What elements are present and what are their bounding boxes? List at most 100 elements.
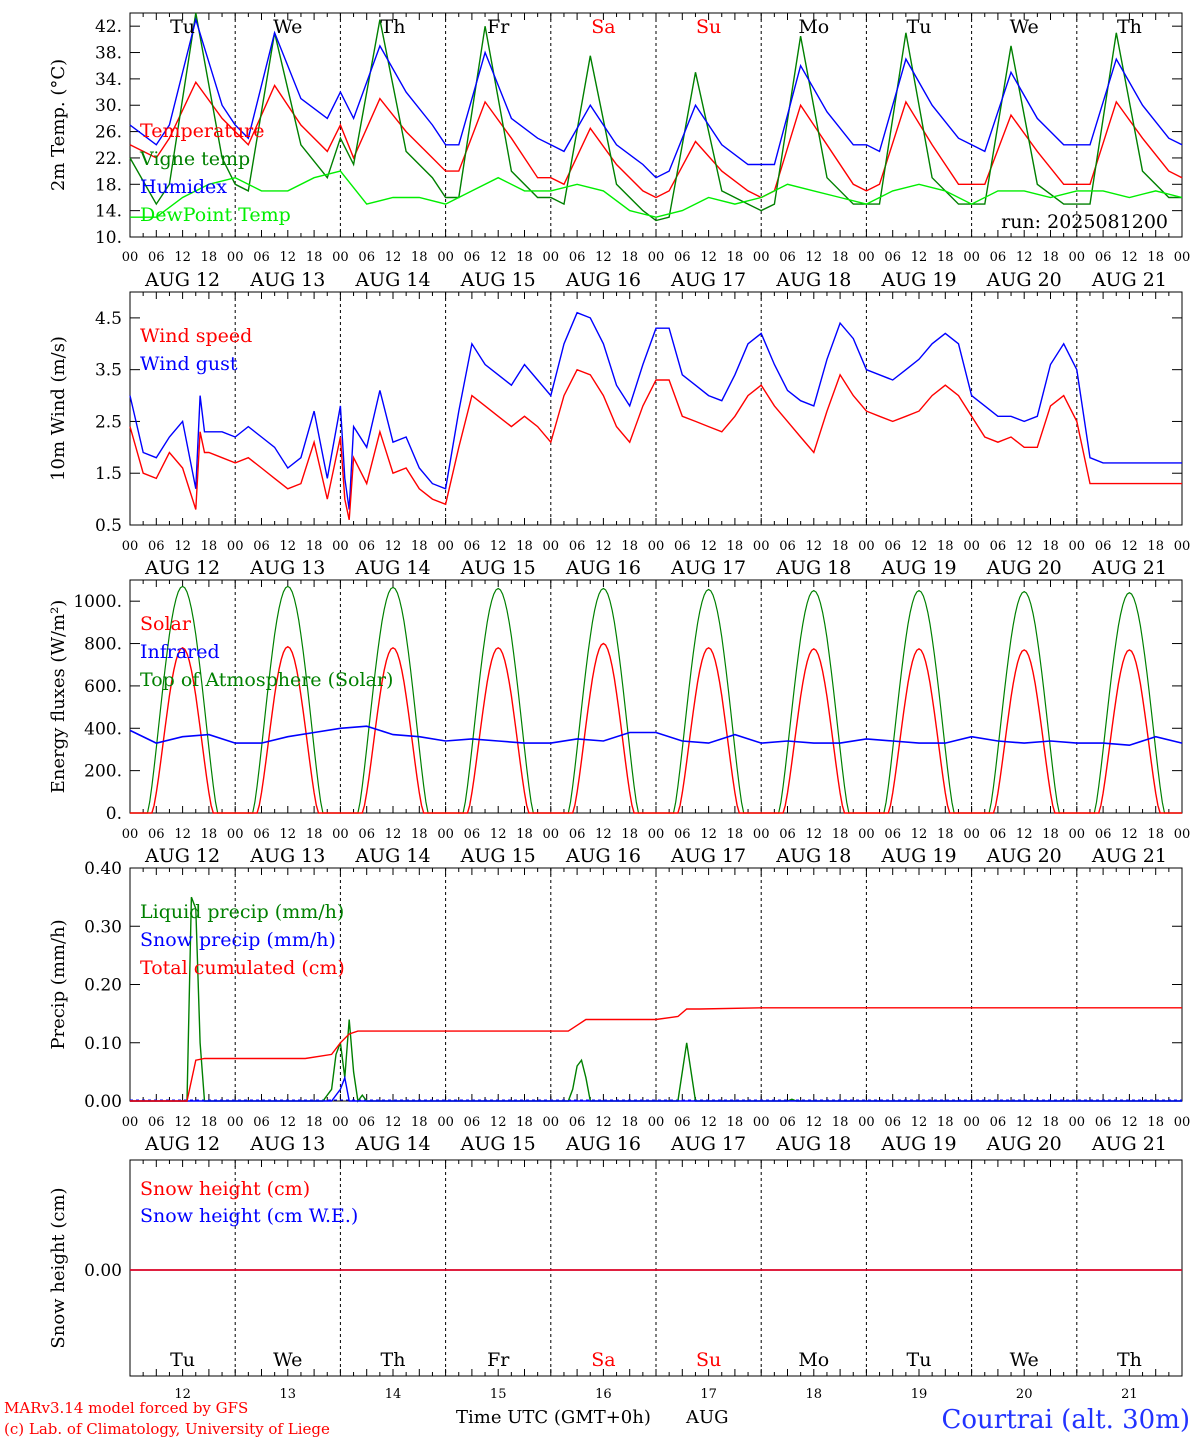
hour-tick-label: 18 (937, 827, 954, 842)
date-number-label: 17 (700, 1387, 717, 1402)
hour-tick-label: 00 (648, 539, 665, 554)
hour-tick-label: 12 (490, 827, 507, 842)
hour-tick-label: 06 (1095, 250, 1112, 265)
hour-tick-label: 06 (148, 1115, 165, 1130)
hour-tick-label: 12 (1016, 539, 1033, 554)
hour-tick-label: 12 (806, 827, 823, 842)
hour-tick-label: 06 (569, 827, 586, 842)
hour-tick-label: 00 (648, 827, 665, 842)
hour-tick-label: 12 (911, 827, 928, 842)
hour-tick-label: 18 (937, 250, 954, 265)
hour-tick-label: 06 (1095, 539, 1112, 554)
hour-tick-label: 06 (464, 1115, 481, 1130)
legend-entry: Total cumulated (cm) (140, 957, 345, 979)
hour-tick-label: 18 (1147, 1115, 1164, 1130)
date-label: AUG 16 (565, 1133, 641, 1155)
day-name-label: Su (696, 1349, 721, 1371)
y-tick-label: 1000. (73, 592, 122, 612)
y-axis-label: Precip (mm/h) (48, 919, 69, 1049)
hour-tick-label: 00 (858, 1115, 875, 1130)
hour-tick-label: 00 (1174, 539, 1191, 554)
hour-tick-label: 06 (358, 539, 375, 554)
hour-tick-label: 12 (595, 539, 612, 554)
hour-tick-label: 12 (700, 250, 717, 265)
hour-tick-label: 06 (464, 250, 481, 265)
day-name-label: Th (381, 1349, 406, 1371)
day-name-label: We (1010, 1349, 1039, 1371)
hour-tick-label: 18 (832, 827, 849, 842)
hour-tick-label: 06 (990, 827, 1007, 842)
series-line-total-cumulated-cm- (130, 1007, 1182, 1102)
hour-tick-label: 06 (884, 1115, 901, 1130)
hour-tick-label: 06 (464, 827, 481, 842)
day-name-label: We (273, 1349, 302, 1371)
day-name-label: Mo (798, 16, 829, 38)
hour-tick-label: 00 (437, 827, 454, 842)
hour-tick-label: 12 (1121, 1115, 1138, 1130)
hour-tick-label: 00 (122, 250, 139, 265)
date-number-label: 21 (1121, 1387, 1138, 1402)
hour-tick-label: 06 (1095, 1115, 1112, 1130)
hour-tick-label: 00 (1069, 539, 1086, 554)
hour-tick-label: 00 (648, 1115, 665, 1130)
hour-tick-label: 18 (516, 1115, 533, 1130)
hour-tick-label: 06 (464, 539, 481, 554)
date-label: AUG 12 (144, 269, 220, 291)
date-label: AUG 16 (565, 557, 641, 579)
xaxis-title: Time UTC (GMT+0h) (456, 1407, 651, 1428)
date-number-label: 19 (911, 1387, 928, 1402)
y-tick-label: 0.5 (95, 516, 122, 536)
legend-entry: Wind gust (140, 353, 238, 375)
date-label: AUG 18 (775, 845, 851, 867)
date-label: AUG 20 (986, 557, 1062, 579)
date-label: AUG 14 (354, 557, 430, 579)
hour-tick-label: 00 (963, 827, 980, 842)
chart-panels: 42. 38. 34. 30. 26. 22. 18. 14. 10. 2m Temp. (°C)… (48, 12, 1191, 1402)
y-axis-label: 2m Temp. (°C) (48, 59, 69, 191)
date-label: AUG 18 (775, 1133, 851, 1155)
series-line-wind-speed (129, 368, 1182, 520)
y-tick-label: 10. (95, 228, 122, 248)
hour-tick-label: 12 (280, 539, 297, 554)
hour-tick-label: 18 (1042, 250, 1059, 265)
date-label: AUG 15 (460, 557, 536, 579)
legend-entry: Snow height (cm W.E.) (140, 1205, 358, 1227)
hour-tick-label: 06 (569, 1115, 586, 1130)
date-number-label: 15 (490, 1387, 507, 1402)
day-name-label: Su (696, 16, 721, 38)
hour-tick-label: 06 (884, 827, 901, 842)
hour-tick-label: 06 (253, 539, 270, 554)
y-tick-label: 0.40 (84, 859, 122, 879)
date-label: AUG 13 (249, 845, 325, 867)
date-number-label: 12 (174, 1387, 191, 1402)
hour-tick-label: 12 (595, 1115, 612, 1130)
hour-tick-label: 00 (963, 539, 980, 554)
date-label: AUG 15 (460, 269, 536, 291)
series-line-infrared (129, 725, 1183, 747)
hour-tick-label: 18 (411, 1115, 428, 1130)
y-tick-label: 34. (95, 70, 122, 90)
date-label: AUG 12 (144, 845, 220, 867)
hour-tick-label: 18 (201, 250, 218, 265)
hour-tick-label: 00 (543, 250, 560, 265)
y-tick-label: 200. (84, 762, 122, 782)
hour-tick-label: 18 (727, 827, 744, 842)
hour-tick-label: 12 (385, 827, 402, 842)
date-number-label: 18 (806, 1387, 823, 1402)
hour-tick-label: 00 (543, 539, 560, 554)
day-name-label: Fr (487, 16, 510, 38)
date-label: AUG 16 (565, 269, 641, 291)
date-label: AUG 20 (986, 1133, 1062, 1155)
hour-tick-label: 12 (280, 1115, 297, 1130)
day-name-label: Tu (907, 16, 932, 38)
date-label: AUG 12 (144, 557, 220, 579)
panel-precip: 0.40 0.30 0.20 0.10 0.00 Precip (mm/h) 00 06 12 1… (48, 859, 1190, 1155)
hour-tick-label: 12 (911, 539, 928, 554)
date-label: AUG 12 (144, 1133, 220, 1155)
legend-entry: Vigne temp (139, 148, 250, 170)
run-annotation: run: 2025081200 (1001, 211, 1168, 233)
hour-tick-label: 06 (779, 250, 796, 265)
hour-tick-label: 18 (306, 827, 323, 842)
hour-tick-label: 12 (490, 539, 507, 554)
